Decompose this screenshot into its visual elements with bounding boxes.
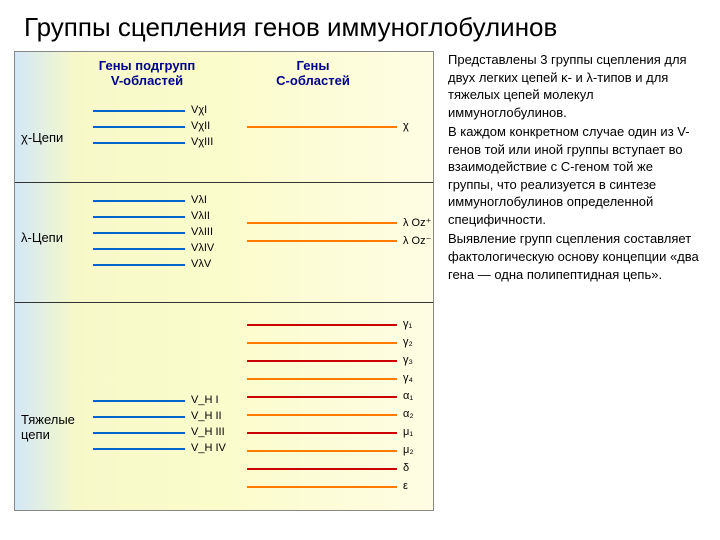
v-gene-label: VχI — [191, 104, 207, 116]
v-gene-label: V_H I — [191, 394, 219, 406]
c-gene-label: χ — [403, 120, 409, 132]
v-gene-label: V_H III — [191, 426, 225, 438]
description-paragraph: Представлены 3 группы сцепления для двух… — [448, 51, 700, 121]
v-gene-line — [93, 400, 185, 402]
gene-linkage-diagram: Гены подгруппV-областей ГеныC-областей χ-Ц… — [14, 51, 434, 511]
v-gene-label: VχIII — [191, 136, 213, 148]
v-gene-line — [93, 248, 185, 250]
v-gene-line — [93, 126, 185, 128]
v-gene-line — [93, 200, 185, 202]
v-gene-label: VλIII — [191, 226, 213, 238]
description-paragraph: Выявление групп сцепления составляет фак… — [448, 230, 700, 283]
c-gene-line — [247, 240, 397, 242]
v-gene-label: VχII — [191, 120, 210, 132]
c-gene-line — [247, 486, 397, 488]
v-gene-line — [93, 264, 185, 266]
v-gene-label: VλI — [191, 194, 207, 206]
v-gene-line — [93, 232, 185, 234]
content-row: Гены подгруппV-областей ГеныC-областей χ-Ц… — [0, 51, 720, 511]
v-gene-label: V_H IV — [191, 442, 226, 454]
c-gene-label: λ Oz⁺ — [403, 216, 431, 229]
c-gene-label: γ₃ — [403, 354, 413, 366]
v-gene-label: VλII — [191, 210, 210, 222]
v-gene-label: VλV — [191, 258, 211, 270]
c-gene-label: μ₂ — [403, 444, 414, 456]
section-divider-1 — [15, 302, 433, 303]
page-title: Группы сцепления генов иммуноглобулинов — [0, 0, 720, 51]
v-column-header: Гены подгруппV-областей — [87, 58, 207, 88]
c-gene-line — [247, 378, 397, 380]
c-gene-line — [247, 126, 397, 128]
diagram-layer: Гены подгруппV-областей ГеныC-областей χ-Ц… — [15, 52, 433, 510]
c-gene-line — [247, 324, 397, 326]
v-gene-line — [93, 448, 185, 450]
v-gene-line — [93, 110, 185, 112]
v-gene-line — [93, 142, 185, 144]
c-gene-line — [247, 414, 397, 416]
c-gene-label: γ₁ — [403, 318, 412, 330]
c-gene-line — [247, 360, 397, 362]
c-gene-line — [247, 396, 397, 398]
section-label-0: χ-Цепи — [21, 130, 63, 145]
c-gene-line — [247, 450, 397, 452]
c-gene-label: μ₁ — [403, 426, 413, 438]
c-gene-line — [247, 468, 397, 470]
c-gene-label: λ Oz⁻ — [403, 234, 431, 247]
c-gene-line — [247, 432, 397, 434]
c-column-header: ГеныC-областей — [263, 58, 363, 88]
c-gene-line — [247, 222, 397, 224]
section-label-2: Тяжелыецепи — [21, 412, 75, 442]
c-gene-label: ε — [403, 480, 408, 492]
v-gene-line — [93, 432, 185, 434]
v-gene-label: VλIV — [191, 242, 214, 254]
description-text: Представлены 3 группы сцепления для двух… — [434, 51, 700, 511]
v-gene-label: V_H II — [191, 410, 222, 422]
c-gene-label: α₂ — [403, 408, 414, 420]
c-gene-label: α₁ — [403, 390, 413, 402]
c-gene-label: δ — [403, 462, 409, 474]
description-paragraph: В каждом конкретном случае один из V-ген… — [448, 123, 700, 228]
c-gene-label: γ₂ — [403, 336, 413, 348]
c-gene-line — [247, 342, 397, 344]
section-label-1: λ-Цепи — [21, 230, 63, 245]
c-gene-label: γ₄ — [403, 372, 413, 384]
section-divider-0 — [15, 182, 433, 183]
v-gene-line — [93, 416, 185, 418]
v-gene-line — [93, 216, 185, 218]
